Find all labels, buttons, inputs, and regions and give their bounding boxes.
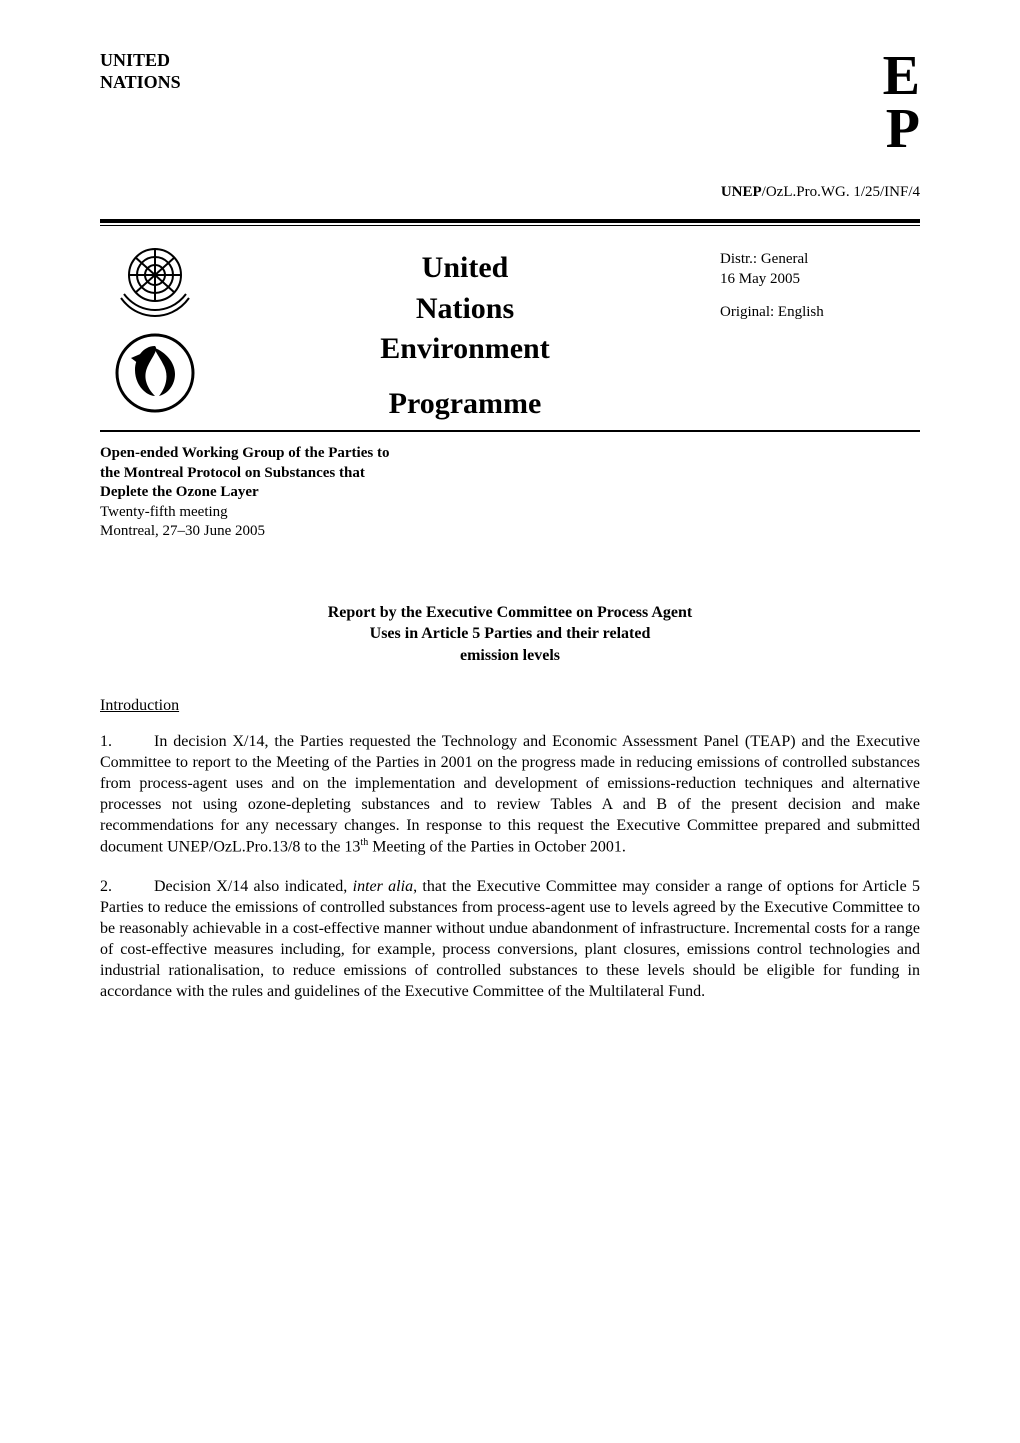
unep-title-l3: Environment [228,329,702,370]
para1-text-b: Meeting of the Parties in October 2001. [368,839,626,856]
para2-text-b: , that the Executive Committee may consi… [100,878,920,1001]
header-block: United Nations Environment Programme Dis… [100,226,920,430]
para2-italic: inter alia [353,878,413,895]
doc-ref-strong: UNEP [721,184,762,200]
para1-text-a: In decision X/14, the Parties requested … [100,733,920,856]
ep-letter-p: P [886,98,920,160]
ep-letters: E P [883,50,920,156]
doc-ref: UNEP/OzL.Pro.WG. 1/25/INF/4 [100,184,920,201]
unep-emblem-icon [109,330,201,416]
logos-column [100,240,210,416]
para2-num: 2. [100,876,154,897]
org-name: UNITED NATIONS [100,50,181,93]
un-emblem-icon [111,240,199,318]
report-title: Report by the Executive Committee on Pro… [250,602,770,667]
meeting-line2: the Montreal Protocol on Substances that [100,464,920,484]
distribution-block: Distr.: General 16 May 2005 Original: En… [720,240,920,323]
org-line1: UNITED [100,50,170,70]
page: UNITED NATIONS E P UNEP/OzL.Pro.WG. 1/25… [0,0,1020,1443]
paragraph-1: 1.In decision X/14, the Parties requeste… [100,731,920,858]
paragraph-2: 2.Decision X/14 also indicated, inter al… [100,876,920,1003]
distr-date: 16 May 2005 [720,270,920,290]
distr-original: Original: English [720,303,920,323]
report-title-l3: emission levels [250,645,770,667]
org-line2: NATIONS [100,72,181,92]
meeting-line4: Twenty-fifth meeting [100,503,920,523]
report-title-l2: Uses in Article 5 Parties and their rela… [250,623,770,645]
meeting-block: Open-ended Working Group of the Parties … [100,432,920,542]
unep-title: United Nations Environment Programme [228,240,702,424]
unep-title-l2: Nations [228,289,702,330]
top-row: UNITED NATIONS E P [100,50,920,156]
unep-title-l4: Programme [228,384,702,425]
meeting-line1: Open-ended Working Group of the Parties … [100,444,920,464]
unep-title-l1: United [228,248,702,289]
section-introduction: Introduction [100,697,920,715]
report-title-l1: Report by the Executive Committee on Pro… [250,602,770,624]
para1-num: 1. [100,731,154,752]
distr-label: Distr.: General [720,250,920,270]
doc-ref-rest: /OzL.Pro.WG. 1/25/INF/4 [762,184,920,200]
para2-text-a: Decision X/14 also indicated, [154,878,353,895]
meeting-line3: Deplete the Ozone Layer [100,483,920,503]
meeting-line5: Montreal, 27–30 June 2005 [100,522,920,542]
